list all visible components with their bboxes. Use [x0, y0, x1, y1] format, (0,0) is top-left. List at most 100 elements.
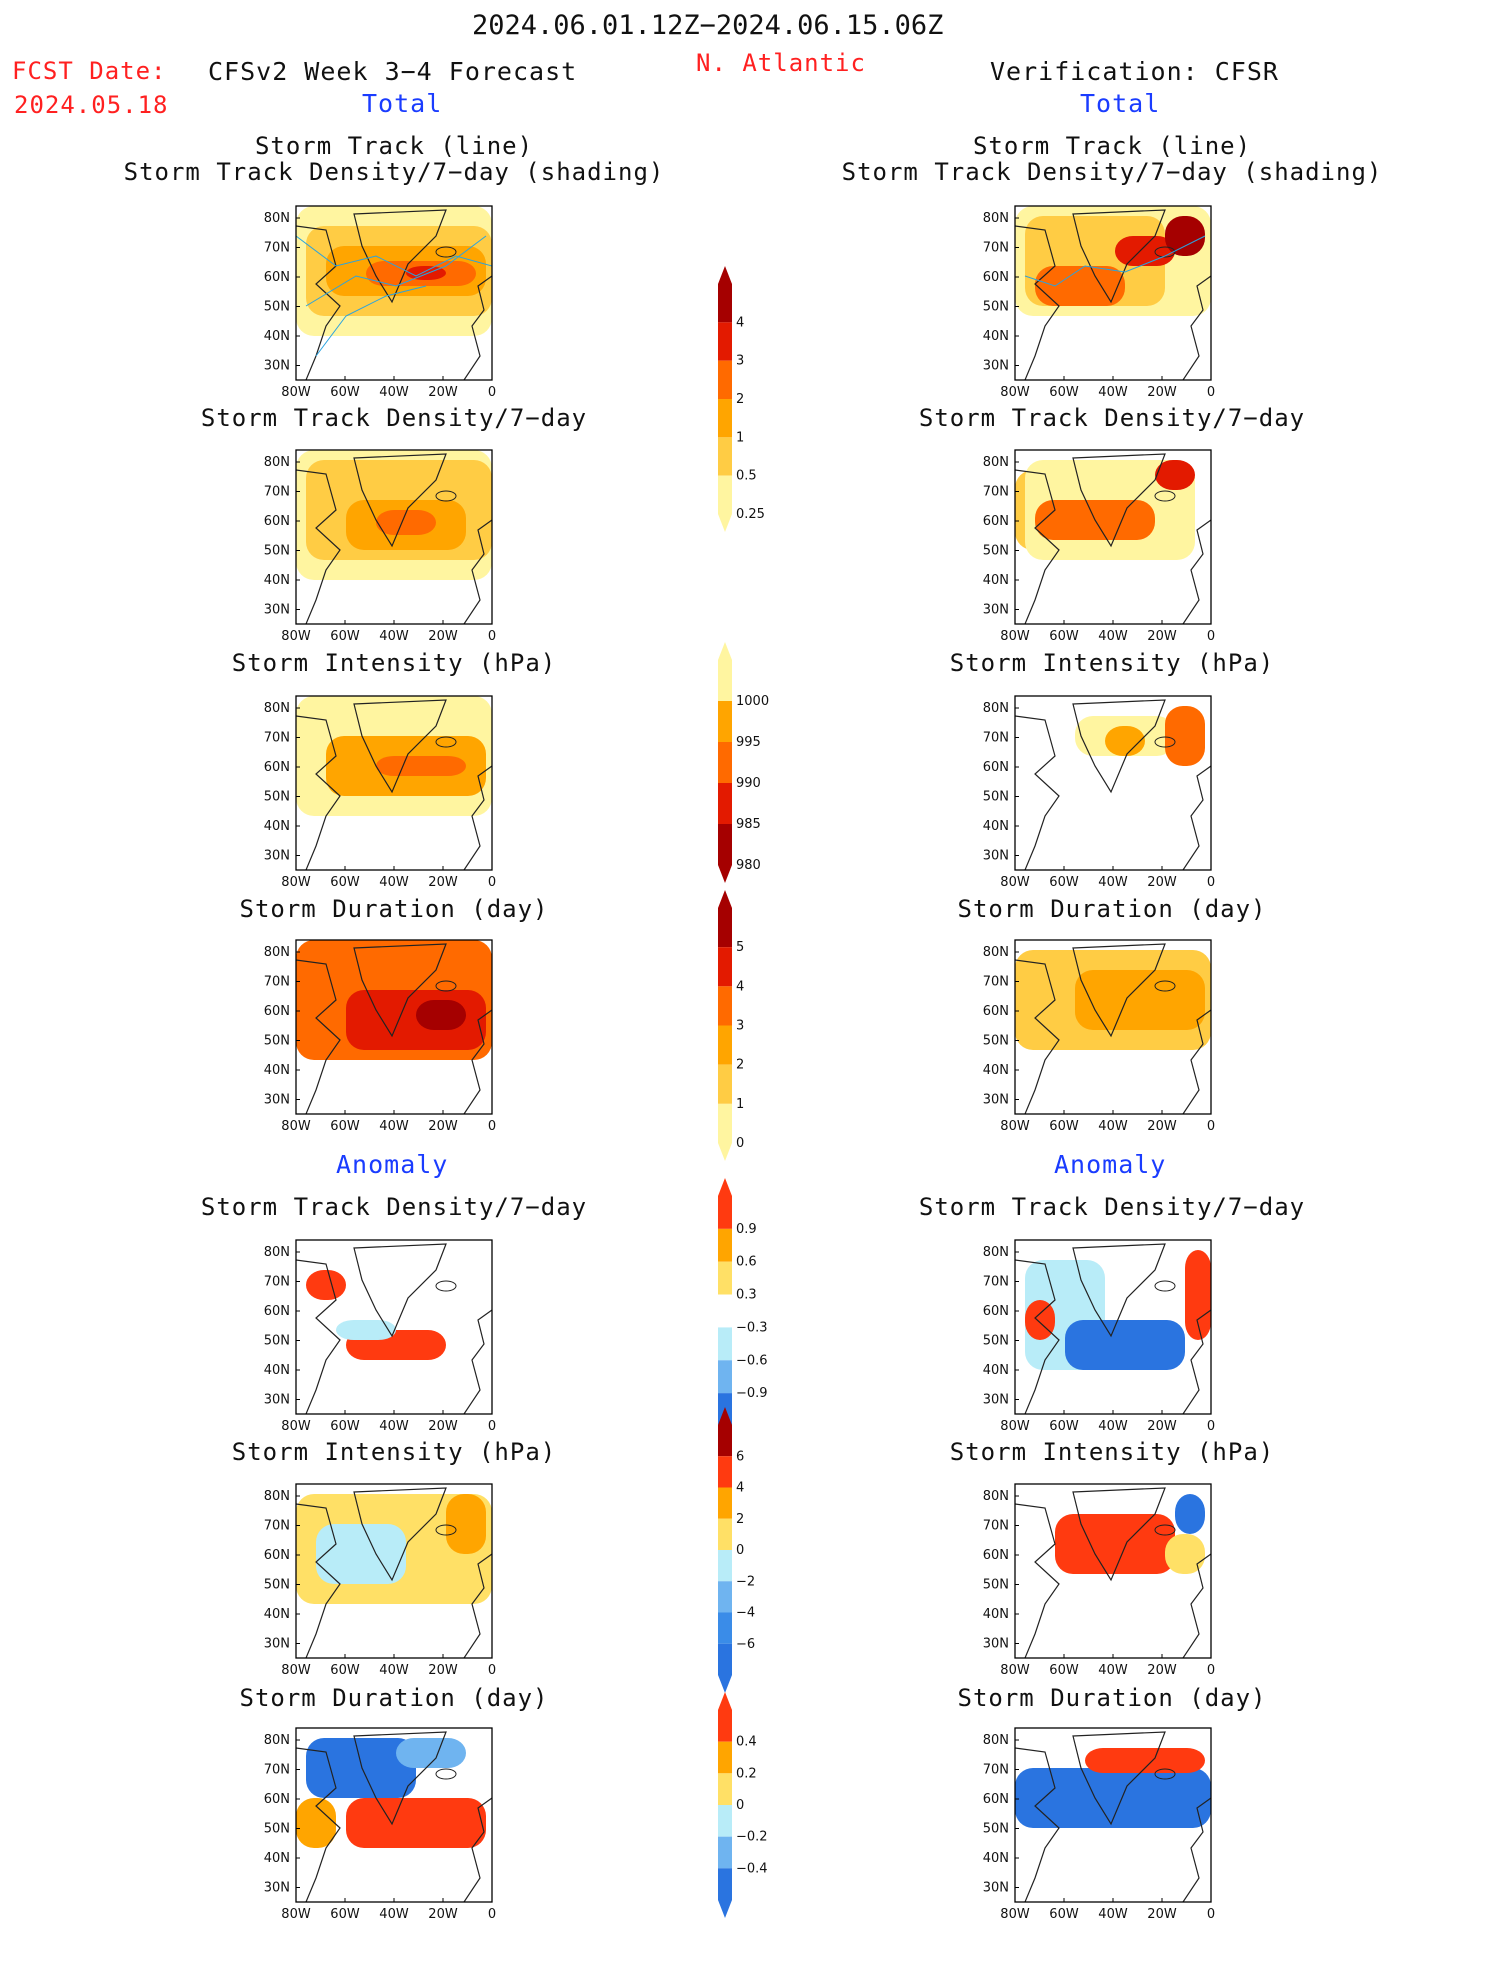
lat-tick-label: 70N — [264, 1763, 290, 1778]
section-anomaly-left: Anomaly — [336, 1150, 449, 1179]
lat-tick-label: 30N — [264, 1637, 290, 1652]
shaded-region — [316, 1524, 406, 1584]
lon-tick-label: 80W — [1000, 1663, 1030, 1678]
lon-tick-label: 20W — [1147, 1119, 1177, 1134]
colorbar-segment — [718, 824, 732, 865]
fcst-date-value: 2024.05.18 — [14, 91, 169, 119]
colorbar-label: 1000 — [736, 694, 769, 709]
lat-tick-label: 40N — [264, 329, 290, 344]
shaded-region — [1165, 216, 1205, 256]
lat-tick-label: 80N — [264, 455, 290, 470]
map-panel-forecast-1: 80N 70N 60N 50N 40N 30N 80W 60W 40W 20W 0 — [260, 200, 516, 455]
lat-tick-label: 60N — [983, 1004, 1009, 1019]
lat-tick-label: 30N — [264, 1093, 290, 1108]
lat-tick-label: 40N — [983, 819, 1009, 834]
europe-coastline — [1182, 1553, 1211, 1658]
storm-track-lines — [1024, 235, 1206, 287]
iceland-coastline — [1154, 1768, 1176, 1780]
colorbar-label: −0.4 — [736, 1861, 768, 1876]
colorbar-label: 4 — [736, 315, 744, 330]
region-label: N. Atlantic — [696, 49, 866, 77]
lat-tick-label: 80N — [264, 945, 290, 960]
colorbar-label: 0.4 — [736, 1735, 757, 1750]
greenland-coastline — [1072, 1243, 1166, 1338]
lat-tick-label: 40N — [983, 1851, 1009, 1866]
lat-tick-label: 70N — [983, 241, 1009, 256]
map-panel-verification-7: 80N 70N 60N 50N 40N 30N 80W 60W 40W 20W 0 — [979, 1722, 1235, 1977]
lon-tick-label: 60W — [1049, 385, 1079, 400]
colorbar-label: −0.9 — [736, 1386, 768, 1401]
section-total-right: Total — [1080, 89, 1161, 118]
north-america-coastline — [296, 469, 341, 624]
north-america-coastline — [296, 959, 341, 1114]
lon-tick-label: 20W — [428, 1419, 458, 1434]
colorbar-segment — [718, 1487, 732, 1519]
lat-tick-label: 40N — [983, 1063, 1009, 1078]
europe-coastline — [1182, 519, 1211, 624]
lat-tick-label: 50N — [983, 1034, 1009, 1049]
lon-tick-label: 20W — [428, 1663, 458, 1678]
map-panel-forecast-2: 80N 70N 60N 50N 40N 30N 80W 60W 40W 20W 0 — [260, 444, 516, 699]
lat-tick-label: 60N — [264, 1004, 290, 1019]
lon-tick-label: 0 — [1207, 385, 1215, 400]
map-panel-verification-5: 80N 70N 60N 50N 40N 30N 80W 60W 40W 20W 0 — [979, 1234, 1235, 1489]
colorbar-segment — [718, 1327, 732, 1361]
colorbar-label: −4 — [736, 1606, 755, 1621]
lon-tick-label: 60W — [330, 1907, 360, 1922]
lat-tick-label: 60N — [264, 1304, 290, 1319]
europe-coastline — [1182, 1009, 1211, 1114]
colorbar-label: 5 — [736, 940, 744, 955]
shaded-region — [1165, 1534, 1205, 1574]
lon-tick-label: 40W — [1098, 875, 1128, 890]
colorbar-label: 1 — [736, 1097, 744, 1112]
lat-tick-label: 80N — [264, 211, 290, 226]
lon-tick-label: 60W — [1049, 1119, 1079, 1134]
lon-tick-label: 60W — [330, 1663, 360, 1678]
map-panel-verification-2: 80N 70N 60N 50N 40N 30N 80W 60W 40W 20W 0 — [979, 444, 1235, 699]
europe-coastline — [463, 1553, 492, 1658]
title-track-line-right: Storm Track (line) — [972, 132, 1252, 160]
shaded-region — [1105, 726, 1145, 756]
colorbar-segment — [718, 437, 732, 476]
greenland-coastline — [1072, 1731, 1166, 1826]
lat-tick-label: 70N — [264, 1519, 290, 1534]
forecast-title: CFSv2 Week 3−4 Forecast — [208, 57, 578, 86]
colorbar-label: 6 — [736, 1449, 744, 1464]
iceland-coastline — [1154, 1524, 1176, 1536]
colorbar-bottom-arrow — [718, 514, 732, 532]
colorbar-label: −0.2 — [736, 1830, 768, 1845]
lat-tick-label: 80N — [264, 1245, 290, 1260]
lon-tick-label: 40W — [379, 1663, 409, 1678]
lat-tick-label: 30N — [983, 603, 1009, 618]
colorbar-top-arrow — [718, 642, 732, 660]
title-track-line-left: Storm Track (line) — [254, 132, 534, 160]
north-america-coastline — [1015, 1503, 1060, 1658]
lon-tick-label: 40W — [1098, 1663, 1128, 1678]
shaded-region — [1075, 970, 1205, 1030]
colorbar-bottom-arrow — [718, 865, 732, 883]
north-america-coastline — [1015, 225, 1060, 380]
section-total-left: Total — [362, 89, 443, 118]
lat-tick-label: 80N — [983, 455, 1009, 470]
iceland-coastline — [435, 1768, 457, 1780]
europe-coastline — [1182, 275, 1211, 380]
lon-tick-label: 0 — [1207, 1663, 1215, 1678]
lat-tick-label: 40N — [983, 1363, 1009, 1378]
lat-tick-label: 30N — [983, 1093, 1009, 1108]
lat-tick-label: 60N — [983, 514, 1009, 529]
lon-tick-label: 20W — [1147, 1663, 1177, 1678]
lat-tick-label: 40N — [983, 1607, 1009, 1622]
colorbar-segment — [718, 1805, 732, 1837]
lat-tick-label: 40N — [264, 1063, 290, 1078]
lat-tick-label: 50N — [264, 1822, 290, 1837]
colorbar-label: 0.25 — [736, 507, 765, 522]
colorbar-segment — [718, 399, 732, 438]
lat-tick-label: 70N — [983, 1275, 1009, 1290]
iceland-coastline — [1154, 736, 1176, 748]
greenland-coastline — [1072, 699, 1166, 794]
lat-tick-label: 50N — [983, 1334, 1009, 1349]
colorbar-label: 0.2 — [736, 1766, 757, 1781]
lat-tick-label: 80N — [983, 1489, 1009, 1504]
lon-tick-label: 0 — [488, 385, 496, 400]
lon-tick-label: 60W — [1049, 629, 1079, 644]
